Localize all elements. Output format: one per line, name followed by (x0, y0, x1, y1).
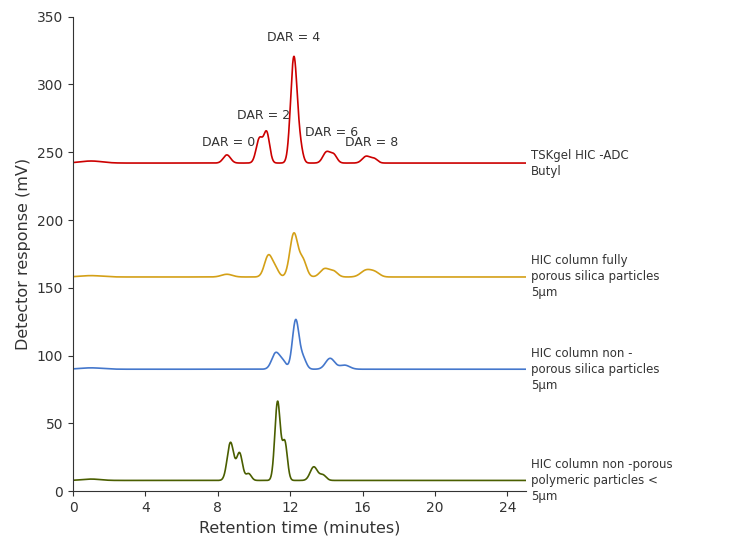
Text: DAR = 0: DAR = 0 (202, 136, 255, 150)
Text: DAR = 6: DAR = 6 (305, 126, 358, 139)
Text: TSKgel HIC -ADC
Butyl: TSKgel HIC -ADC Butyl (531, 148, 629, 178)
X-axis label: Retention time (minutes): Retention time (minutes) (199, 521, 400, 535)
Text: DAR = 4: DAR = 4 (267, 31, 320, 44)
Text: DAR = 8: DAR = 8 (345, 136, 399, 150)
Text: HIC column non -porous
polymeric particles <
5μm: HIC column non -porous polymeric particl… (531, 458, 672, 503)
Text: HIC column non -
porous silica particles
5μm: HIC column non - porous silica particles… (531, 347, 659, 392)
Text: HIC column fully
porous silica particles
5μm: HIC column fully porous silica particles… (531, 254, 659, 300)
Text: DAR = 2: DAR = 2 (237, 109, 290, 123)
Y-axis label: Detector response (mV): Detector response (mV) (16, 158, 31, 350)
